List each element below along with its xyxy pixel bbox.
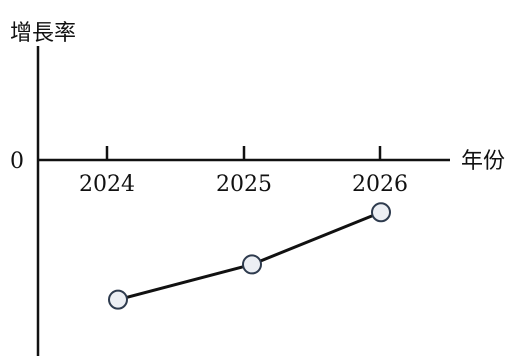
data-point-2025 [242, 254, 262, 275]
series-layer [108, 202, 391, 310]
x-tick-label-2024: 2024 [79, 172, 135, 197]
x-tick-label-2025: 2025 [216, 172, 272, 197]
x-axis-title: 年份 [461, 149, 505, 174]
data-point-2026 [371, 202, 391, 223]
x-tick-label-2026: 2026 [352, 172, 408, 197]
series-line-segment-1 [116, 262, 254, 302]
y-axis-title: 增長率 [10, 21, 76, 46]
series-line-segment-2 [250, 210, 383, 266]
origin-label: 0 [10, 149, 24, 174]
data-point-2024 [108, 289, 128, 310]
axes-layer [36, 46, 450, 356]
x-axis-ticks: 2024 2025 2026 [79, 146, 408, 197]
axis-titles: 增長率 年份 0 [10, 21, 505, 174]
